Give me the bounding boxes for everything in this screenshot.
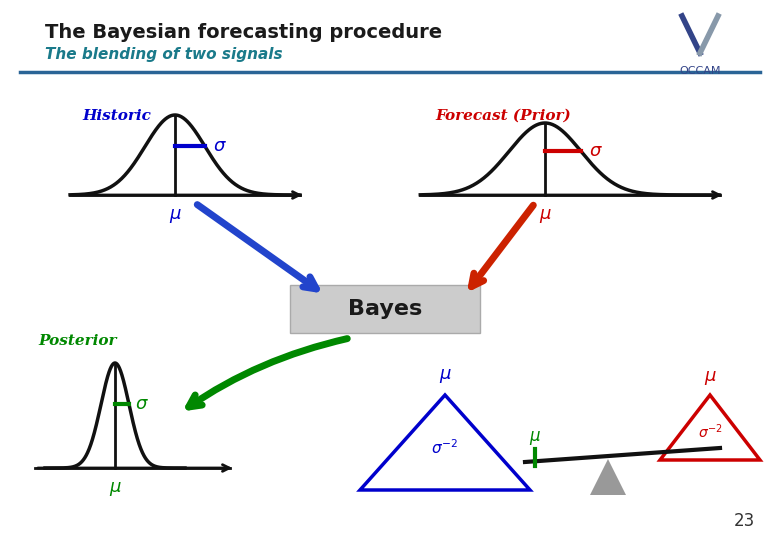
Text: Forecast (Prior): Forecast (Prior) <box>435 109 571 123</box>
Text: $\sigma$: $\sigma$ <box>135 395 149 413</box>
Text: $\mu$: $\mu$ <box>168 207 182 225</box>
Text: $\mu$: $\mu$ <box>108 480 122 498</box>
Polygon shape <box>590 459 626 495</box>
Text: 23: 23 <box>734 512 755 530</box>
Text: The blending of two signals: The blending of two signals <box>45 46 282 62</box>
Text: Bayes: Bayes <box>348 299 422 319</box>
Text: $\mu$: $\mu$ <box>438 367 452 385</box>
Bar <box>290 285 480 333</box>
Text: $\mu$: $\mu$ <box>538 207 551 225</box>
Text: The Bayesian forecasting procedure: The Bayesian forecasting procedure <box>45 23 442 42</box>
Text: Historic: Historic <box>82 109 151 123</box>
Text: $\sigma^{-2}$: $\sigma^{-2}$ <box>697 423 722 441</box>
Text: Posterior: Posterior <box>38 334 116 348</box>
Text: $\sigma^{-2}$: $\sigma^{-2}$ <box>431 438 459 457</box>
Text: $\mu$: $\mu$ <box>529 429 541 447</box>
Text: OCCAM: OCCAM <box>679 66 721 76</box>
Text: $\mu$: $\mu$ <box>704 369 717 387</box>
Text: $\sigma$: $\sigma$ <box>589 143 603 160</box>
Text: $\sigma$: $\sigma$ <box>213 138 227 156</box>
